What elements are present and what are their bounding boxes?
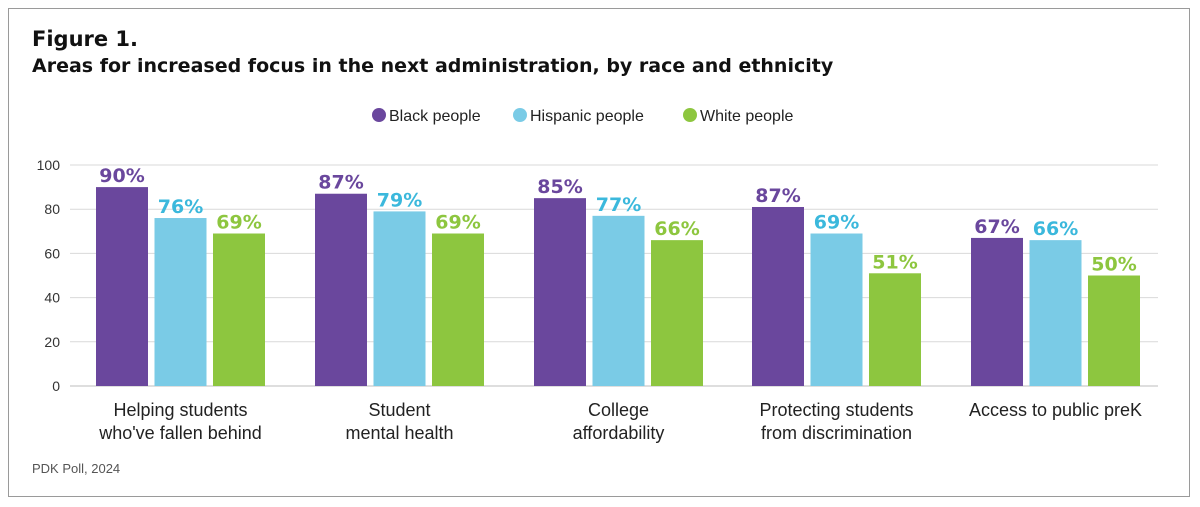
- legend-marker: [372, 108, 386, 122]
- x-category-label: mental health: [345, 423, 453, 443]
- data-label: 69%: [814, 212, 859, 234]
- data-label: 87%: [755, 185, 800, 207]
- data-label: 66%: [1033, 218, 1078, 240]
- data-label: 67%: [974, 216, 1019, 238]
- y-tick-label: 20: [44, 334, 60, 350]
- data-label: 76%: [158, 196, 203, 218]
- x-category-label: affordability: [573, 423, 665, 443]
- data-label: 50%: [1091, 254, 1136, 276]
- data-label: 79%: [377, 189, 422, 211]
- data-label: 77%: [596, 194, 641, 216]
- x-category-label: Helping students: [113, 400, 247, 420]
- bar: [432, 233, 484, 386]
- data-label: 69%: [435, 212, 480, 234]
- x-category-label: College: [588, 400, 649, 420]
- source-note: PDK Poll, 2024: [32, 461, 121, 476]
- bar: [810, 233, 863, 386]
- bar: [1029, 240, 1082, 386]
- x-category-label: Access to public preK: [969, 400, 1142, 420]
- figure-label: Figure 1.: [32, 27, 139, 51]
- bar: [971, 237, 1023, 386]
- y-tick-label: 100: [37, 157, 61, 173]
- bar: [534, 198, 586, 386]
- legend-label: Black people: [389, 108, 481, 125]
- y-tick-label: 40: [44, 290, 60, 306]
- bar: [96, 187, 148, 386]
- chart-title: Areas for increased focus in the next ad…: [32, 55, 834, 77]
- bar: [869, 273, 921, 386]
- x-category-label: Student: [368, 400, 430, 420]
- legend-marker: [683, 108, 697, 122]
- x-category-label: Protecting students: [759, 400, 913, 420]
- data-label: 90%: [99, 165, 144, 187]
- legend-marker: [513, 108, 527, 122]
- bar: [213, 233, 265, 386]
- bar: [592, 215, 645, 386]
- bar: [1088, 275, 1140, 386]
- x-category-label: who've fallen behind: [98, 423, 262, 443]
- data-label: 69%: [216, 212, 261, 234]
- bar: [651, 240, 703, 386]
- bar: [154, 218, 207, 386]
- bar: [315, 193, 367, 386]
- data-label: 87%: [318, 172, 363, 194]
- y-tick-label: 80: [44, 201, 60, 217]
- bar: [373, 211, 426, 386]
- data-label: 66%: [654, 218, 699, 240]
- y-tick-label: 0: [52, 378, 60, 394]
- y-tick-label: 60: [44, 245, 60, 261]
- data-label: 51%: [872, 251, 917, 273]
- legend-label: White people: [700, 108, 793, 125]
- bar: [752, 206, 804, 386]
- data-label: 85%: [537, 176, 582, 198]
- legend-label: Hispanic people: [530, 108, 644, 125]
- x-category-label: from discrimination: [761, 423, 912, 443]
